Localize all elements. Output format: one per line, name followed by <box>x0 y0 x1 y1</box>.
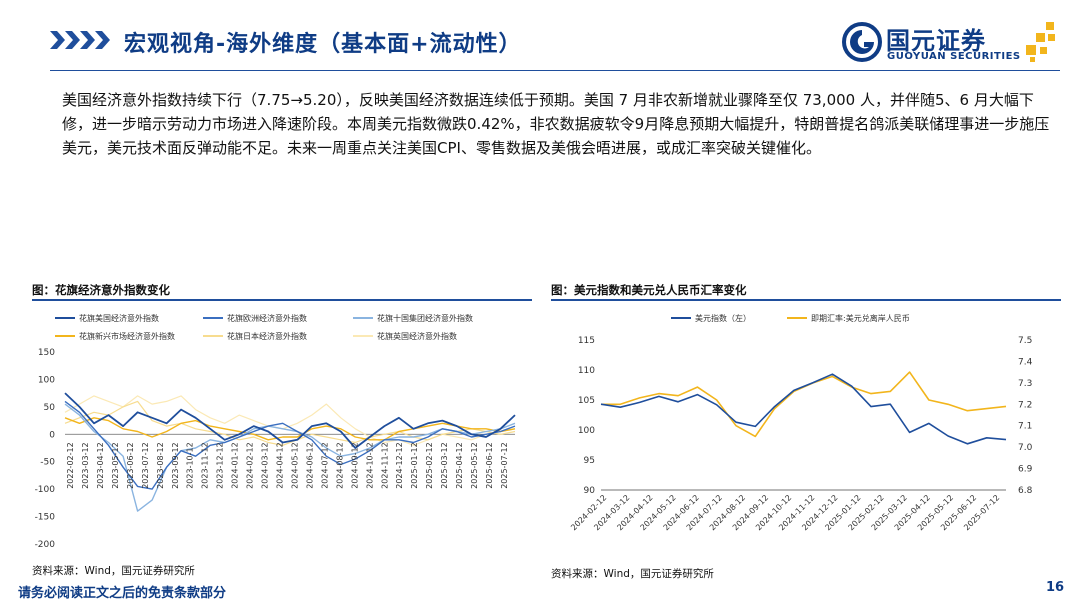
x-tick-label: 2024-09-12 <box>350 442 359 489</box>
right-y-tick-label: 7.0 <box>1018 443 1033 453</box>
x-tick-label: 2025-03-12 <box>440 442 449 489</box>
summary-paragraph: 美国经济意外指数持续下行（7.75→5.20），反映美国经济数据连续低于预期。美… <box>62 91 1050 157</box>
x-tick-label: 2025-04-12 <box>455 442 464 489</box>
chart-title-right: 图：美元指数和美元兑人民币汇率变化 <box>551 283 747 297</box>
x-tick-label: 2025-06-12 <box>485 442 494 489</box>
y-tick-label: 100 <box>38 375 55 385</box>
series-line <box>64 392 516 449</box>
logo-squares-icon <box>1026 22 1055 62</box>
page-title: 宏观视角-海外维度（基本面+流动性） <box>124 32 522 57</box>
y-tick-label: 50 <box>44 403 56 413</box>
legend-label: 花旗新兴市场经济意外指数 <box>79 331 175 341</box>
x-tick-label: 2023-12-12 <box>216 442 225 489</box>
title-chevrons-icon <box>50 31 110 49</box>
x-tick-label: 2024-06-12 <box>305 442 314 489</box>
disclaimer-note: 请务必阅读正文之后的免责条款部分 <box>18 586 227 601</box>
usd-index-cny-chart: 美元指数（左） 即期汇率:美元兑离岸人民币 115 110 105 100 95 90 7.5 7… <box>569 313 1033 532</box>
x-tick-label: 2025-02-12 <box>425 442 434 489</box>
y-tick-label: -50 <box>40 458 55 468</box>
series-line <box>600 373 1007 445</box>
series-line <box>64 400 516 446</box>
chart-rule-right <box>551 299 1061 301</box>
chart-rule-left <box>32 299 532 301</box>
logo-name-cn: 国元证券 <box>886 27 986 55</box>
x-tick-label: 2023-10-12 <box>186 442 195 489</box>
y-tick-label: -150 <box>35 513 56 523</box>
right-y-tick-label: 6.9 <box>1018 465 1033 475</box>
x-tick-label: 2024-12-12 <box>395 442 404 489</box>
legend-label: 花旗欧洲经济意外指数 <box>227 313 307 323</box>
left-y-tick-label: 100 <box>578 426 595 436</box>
guoyuan-logo-icon <box>842 22 882 62</box>
legend-label: 美元指数（左） <box>695 313 751 323</box>
left-y-tick-label: 95 <box>584 456 595 466</box>
x-tick-label: 2025-07-12 <box>500 442 509 489</box>
x-tick-label: 2024-04-12 <box>275 442 284 489</box>
y-tick-label: -200 <box>35 540 56 550</box>
right-y-tick-label: 6.8 <box>1018 486 1033 496</box>
right-y-tick-label: 7.4 <box>1018 357 1033 367</box>
x-tick-label: 2024-02-12 <box>246 442 255 489</box>
source-note-left: 资料来源：Wind，国元证券研究所 <box>32 565 195 577</box>
x-tick-label: 2023-09-12 <box>171 442 180 489</box>
x-tick-label: 2024-05-12 <box>290 442 299 489</box>
economic-surprise-chart: 花旗美国经济意外指数 花旗欧洲经济意外指数 花旗十国集团经济意外指数花旗新兴市场经济… <box>35 313 516 550</box>
x-tick-label: 2024-10-12 <box>365 442 374 489</box>
x-tick-label: 2024-01-12 <box>231 442 240 489</box>
x-tick-label: 2023-08-12 <box>156 442 165 489</box>
chart-title-left: 图：花旗经济意外指数变化 <box>32 283 170 297</box>
legend-label: 花旗美国经济意外指数 <box>79 313 159 323</box>
header-divider <box>50 70 1060 71</box>
left-y-tick-label: 90 <box>584 486 596 496</box>
left-y-tick-label: 110 <box>578 366 595 376</box>
x-tick-label: 2023-04-12 <box>96 442 105 489</box>
x-tick-label: 2024-03-12 <box>261 442 270 489</box>
x-tick-label: 2023-06-12 <box>126 442 135 489</box>
right-y-tick-label: 7.1 <box>1018 422 1032 432</box>
left-y-tick-label: 105 <box>578 396 595 406</box>
source-note-right: 资料来源：Wind，国元证券研究所 <box>551 568 714 580</box>
x-tick-label: 2024-08-12 <box>335 442 344 489</box>
left-y-tick-label: 115 <box>578 336 595 346</box>
logo-name-en: GUOYUAN SECURITIES <box>887 51 1021 62</box>
right-y-tick-label: 7.2 <box>1018 400 1032 410</box>
right-y-tick-label: 7.3 <box>1018 379 1032 389</box>
legend-label: 花旗英国经济意外指数 <box>377 331 457 341</box>
series-line <box>64 417 516 441</box>
legend-label: 即期汇率:美元兑离岸人民币 <box>811 313 910 323</box>
x-tick-label: 2022-02-12 <box>66 442 75 489</box>
x-tick-label: 2025-01-12 <box>410 442 419 489</box>
series-line <box>601 371 1007 438</box>
x-tick-label: 2023-11-12 <box>201 442 210 489</box>
y-tick-label: 150 <box>38 348 55 358</box>
right-y-tick-label: 7.5 <box>1018 336 1032 346</box>
y-tick-label: 0 <box>49 430 55 440</box>
page-number: 16 <box>1046 580 1065 595</box>
legend-label: 花旗十国集团经济意外指数 <box>377 313 473 323</box>
y-tick-label: -100 <box>35 485 56 495</box>
series-line <box>64 400 516 490</box>
x-tick-label: 2025-05-12 <box>470 442 479 489</box>
x-tick-label: 2023-05-12 <box>111 442 120 489</box>
x-tick-label: 2023-07-12 <box>141 442 150 489</box>
x-tick-label: 2023-03-12 <box>81 442 90 489</box>
x-tick-label: 2024-11-12 <box>380 442 389 489</box>
legend-label: 花旗日本经济意外指数 <box>227 331 307 341</box>
x-tick-label: 2024-07-12 <box>320 442 329 489</box>
